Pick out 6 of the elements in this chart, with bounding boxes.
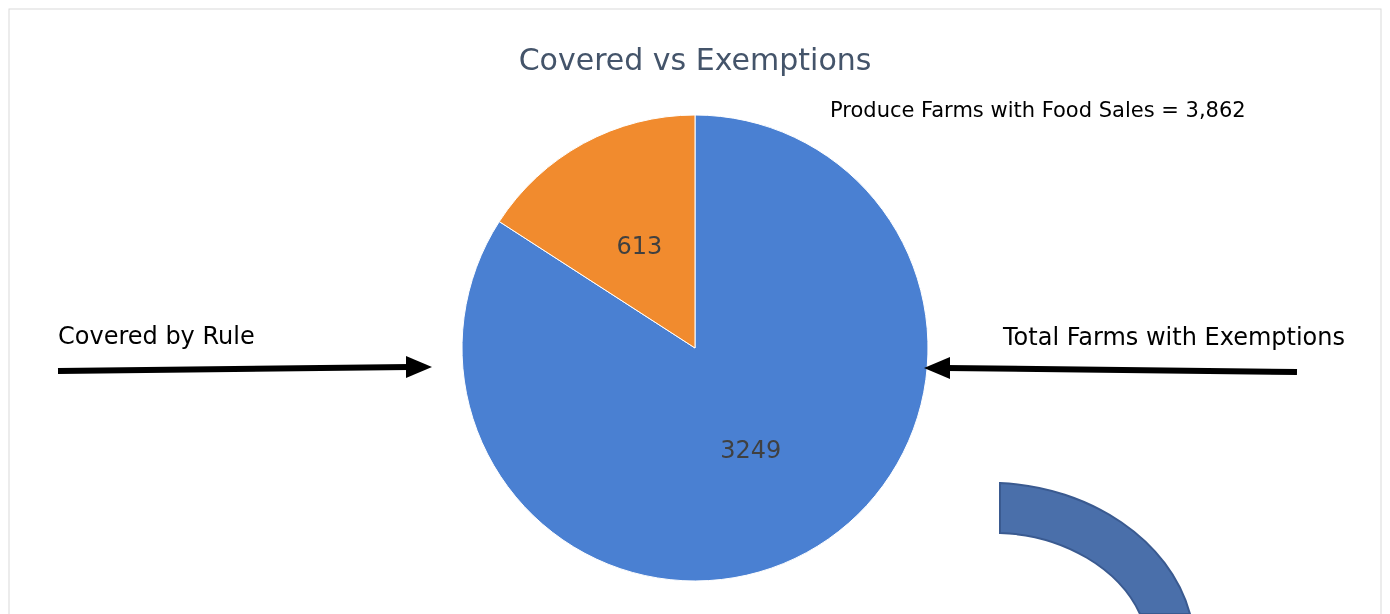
- chart-title: Covered vs Exemptions: [518, 42, 872, 77]
- data-label: 613: [616, 231, 663, 260]
- data-label: 3249: [720, 436, 782, 465]
- text: Produce Farms with Food Sales = 3,862: [830, 98, 1246, 122]
- text: Total Farms with Exemptions: [1002, 323, 1345, 351]
- text: Covered by Rule: [58, 322, 255, 350]
